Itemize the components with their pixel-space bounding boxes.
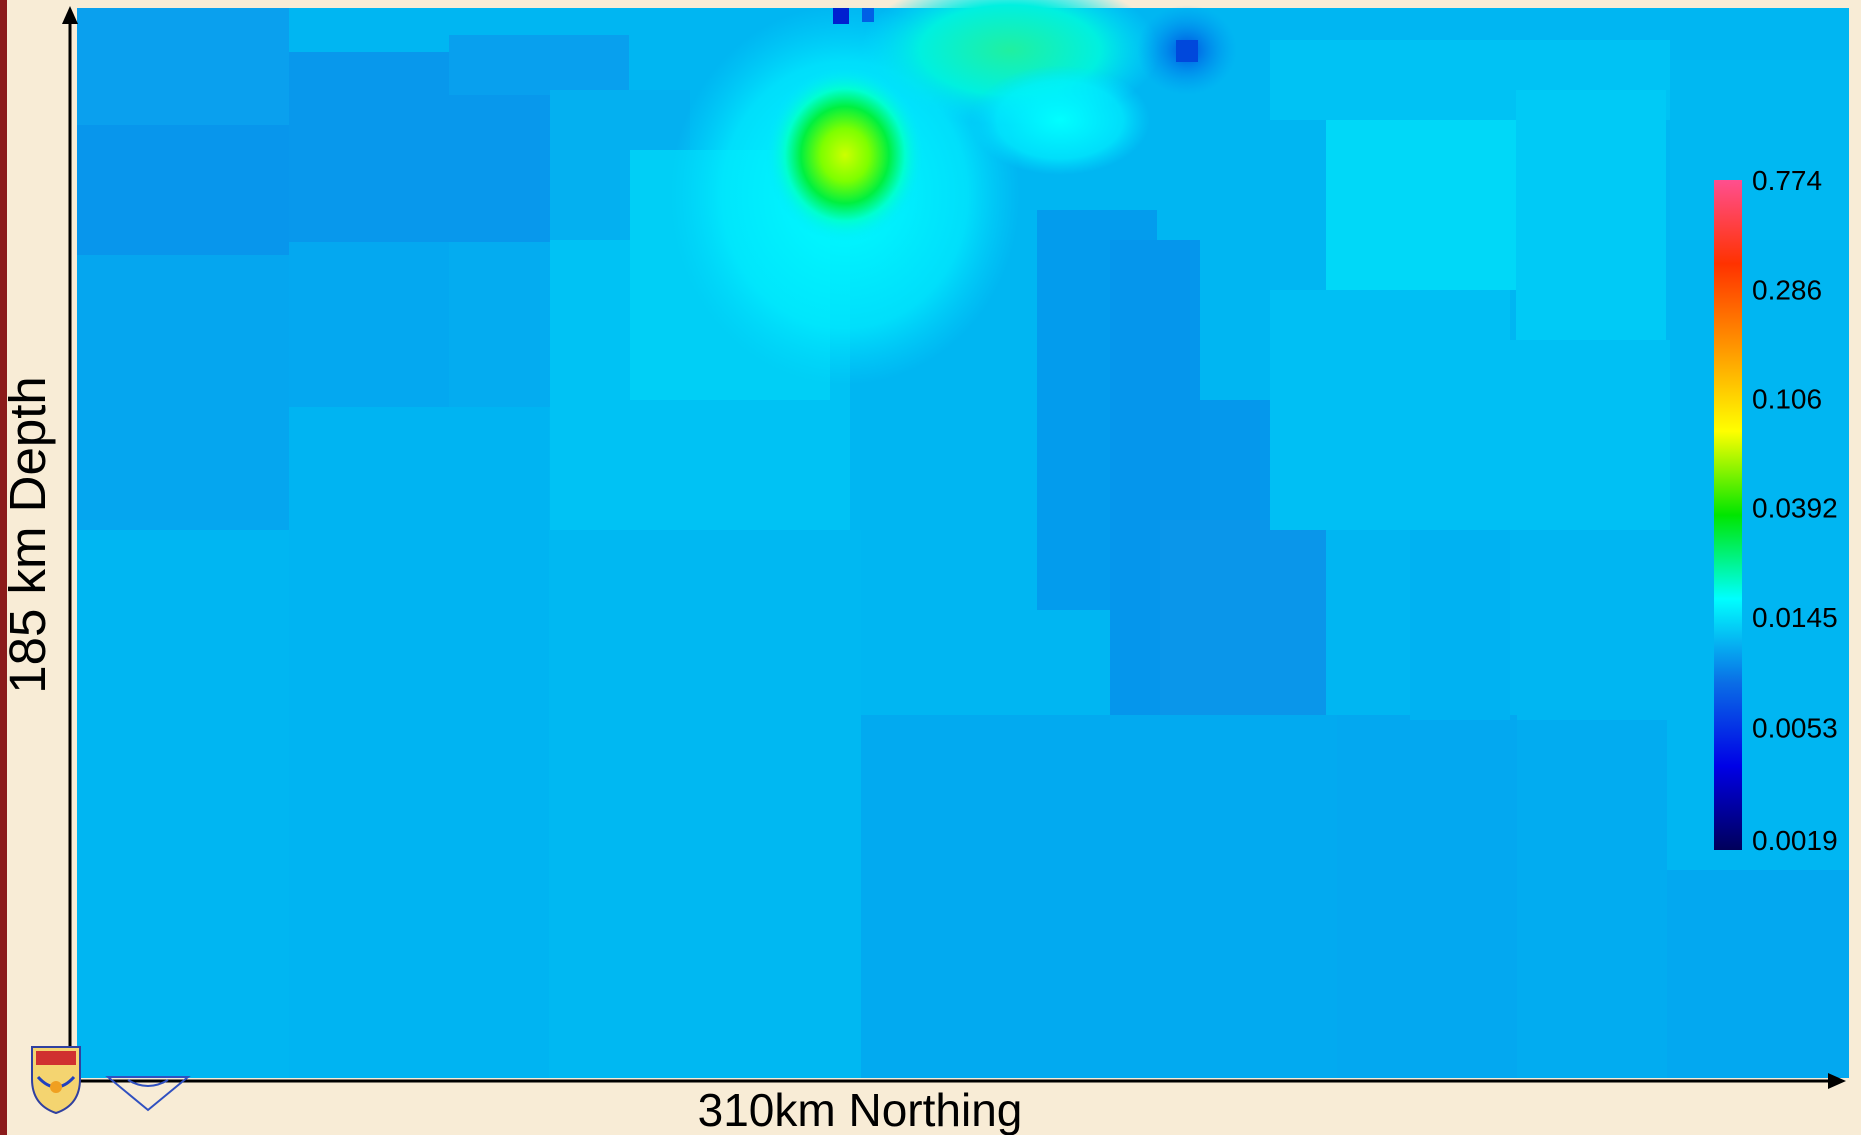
heatmap-cell bbox=[1517, 720, 1667, 1078]
heatmap-cell bbox=[1510, 340, 1670, 530]
heatmap-cell bbox=[1516, 90, 1666, 340]
heatmap-anomaly bbox=[862, 8, 874, 22]
heatmap-anomaly bbox=[765, 67, 925, 243]
x-axis-label: 310km Northing bbox=[698, 1084, 1023, 1135]
heatmap-cell bbox=[1270, 290, 1510, 530]
colorbar-ramp bbox=[1714, 180, 1742, 850]
left-accent-band bbox=[0, 0, 7, 1135]
heatmap-anomaly bbox=[833, 8, 849, 24]
heatmap-cell bbox=[77, 255, 289, 530]
heatmap-field bbox=[77, 0, 1849, 1078]
heatmap-cell bbox=[1160, 520, 1326, 720]
colorbar-tick-label: 0.286 bbox=[1752, 274, 1822, 305]
heatmap-cell bbox=[289, 242, 449, 407]
heatmap-cell bbox=[1410, 530, 1510, 720]
heatmap-cell bbox=[77, 125, 289, 255]
axes bbox=[62, 6, 1846, 1089]
colorbar: 0.774 0.286 0.106 0.0392 0.0145 0.0053 0.0019 bbox=[1714, 165, 1838, 856]
institute-seal-icon bbox=[105, 1076, 191, 1112]
heatmap-anomaly bbox=[970, 65, 1150, 175]
heatmap-cell bbox=[289, 407, 549, 1078]
heatmap-cell bbox=[1670, 60, 1849, 240]
heatmap-cell bbox=[1337, 715, 1517, 1078]
colorbar-ticks: 0.774 0.286 0.106 0.0392 0.0145 0.0053 0.0019 bbox=[1752, 165, 1838, 856]
colorbar-tick-label: 0.0019 bbox=[1752, 825, 1838, 856]
colorbar-tick-label: 0.0392 bbox=[1752, 493, 1838, 524]
colorbar-tick-label: 0.774 bbox=[1752, 165, 1822, 196]
colorbar-tick-label: 0.0053 bbox=[1752, 712, 1838, 743]
colorbar-tick-label: 0.0145 bbox=[1752, 602, 1838, 633]
heatmap-cell bbox=[449, 35, 629, 95]
heatmap-anomaly bbox=[1176, 40, 1198, 62]
heatmap-cell bbox=[1667, 870, 1849, 1078]
heatmap-cell bbox=[77, 8, 289, 125]
heatmap-cell bbox=[549, 530, 861, 1078]
y-axis-label: 185 km Depth bbox=[0, 376, 56, 694]
x-axis-arrow bbox=[1828, 1073, 1846, 1089]
colorbar-tick-label: 0.106 bbox=[1752, 383, 1822, 414]
y-axis-arrow bbox=[62, 6, 78, 24]
heatmap-cell bbox=[1326, 120, 1516, 290]
university-crest-icon bbox=[31, 1046, 81, 1115]
heatmap-cell bbox=[861, 715, 1337, 1078]
